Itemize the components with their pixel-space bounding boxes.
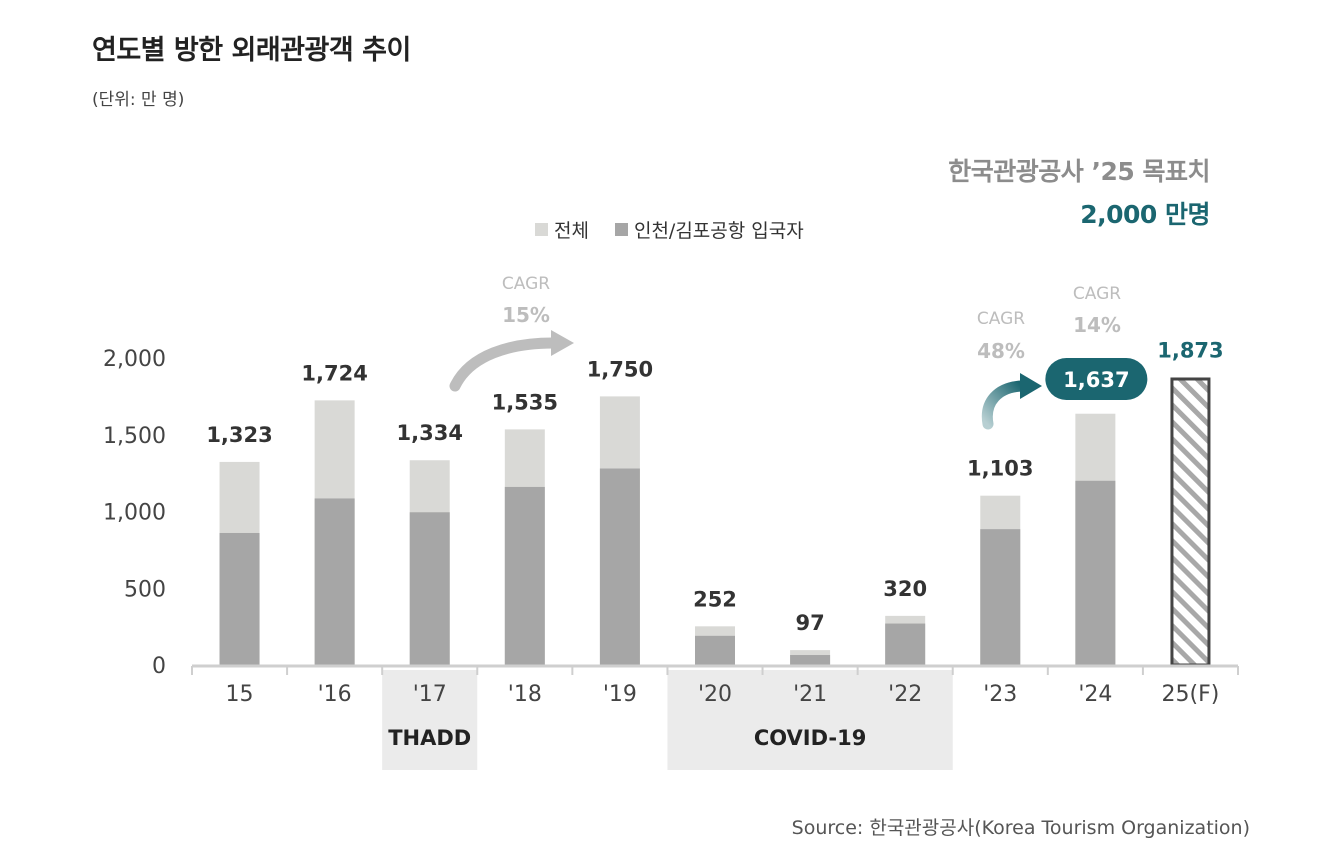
legend-label-airport: 인천/김포공항 입국자 [633,220,804,242]
x-tick-label: '19 [603,682,637,707]
legend-label-total: 전체 [554,220,589,242]
cagr-value: 48% [977,339,1025,363]
data-label-pill [1045,358,1148,400]
cagr-arrow-head [1020,373,1042,399]
x-tick-label: '22 [888,682,922,707]
source-note: Source: 한국관광공사(Korea Tourism Organizatio… [791,817,1250,839]
bar-airport [599,468,640,665]
bar-airport [314,498,355,665]
x-tick-label: '18 [508,682,542,707]
x-tick-label: '17 [413,682,447,707]
unit-label: (단위: 만 명) [92,90,185,110]
data-label: 1,724 [301,361,367,385]
x-tick-label: '21 [793,682,827,707]
cagr-title: CAGR [502,274,550,294]
data-label: 97 [795,611,824,635]
x-tick-label: 15 [226,682,254,707]
cagr-arrow [981,380,1028,430]
data-label: 1,323 [206,423,272,447]
x-tick-label: 25(F) [1162,682,1220,707]
y-tick-label: 500 [124,577,166,602]
data-label: 320 [883,577,927,601]
y-tick-label: 0 [152,654,166,679]
cagr-value: 15% [502,303,550,327]
bar-airport [219,532,260,665]
y-tick-label: 1,500 [103,424,166,449]
event-band-label-0: THADD [388,726,471,750]
x-tick-label: '24 [1078,682,1112,707]
legend-item-total: 전체 [535,216,589,243]
legend-swatch-total [535,223,548,236]
bar-airport [1075,480,1116,665]
bar-airport [980,529,1021,665]
bar-airport [409,512,450,665]
bar-airport [790,655,831,665]
event-band-1 [667,670,953,770]
cagr-title: CAGR [1073,284,1121,304]
cagr-arrow [449,337,559,392]
legend-swatch-airport [614,223,628,236]
y-tick-label: 2,000 [103,347,166,372]
bar-airport [504,486,545,665]
x-tick-label: '16 [318,682,352,707]
legend: 전체 인천/김포공항 입국자 [535,216,804,243]
bar-forecast [1170,377,1211,667]
x-tick-label: '23 [983,682,1017,707]
data-label: 1,334 [397,421,463,445]
target-value: 2,000 만명 [1080,200,1210,229]
bar-airport [885,623,926,665]
data-label: 1,103 [967,457,1033,481]
data-label: 1,750 [587,357,653,381]
x-tick-label: '20 [698,682,732,707]
target-label: 한국관광공사 ’25 목표치 [948,157,1210,186]
data-label: 252 [693,587,737,611]
cagr-arrow-head [551,330,574,356]
data-label-highlight: 1,637 [1063,368,1129,392]
legend-item-airport: 인천/김포공항 입국자 [614,216,804,243]
y-tick-label: 1,000 [103,501,166,526]
data-label: 1,535 [492,390,558,414]
bar-airport [695,635,735,665]
event-band-label-1: COVID-19 [754,726,867,750]
data-label-forecast: 1,873 [1157,338,1223,362]
event-band-0 [382,670,478,770]
chart-title: 연도별 방한 외래관광객 추이 [92,35,411,66]
cagr-title: CAGR [977,309,1025,329]
cagr-value: 14% [1073,313,1121,337]
